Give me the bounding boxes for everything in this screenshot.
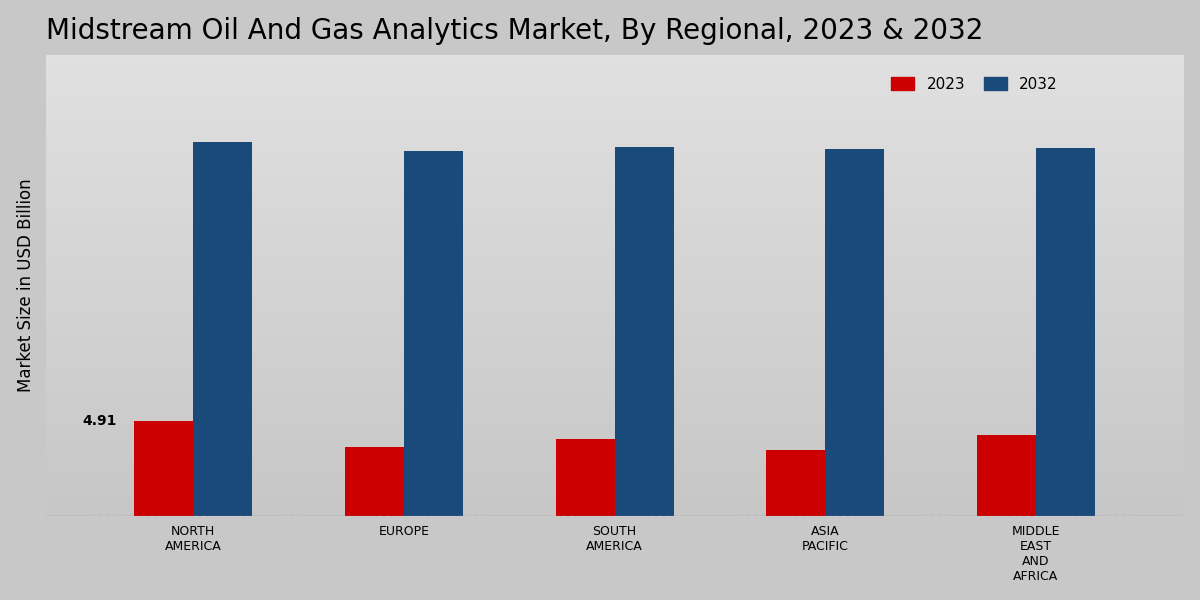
Bar — [1036, 148, 1094, 515]
Bar — [977, 435, 1036, 515]
Bar — [193, 142, 252, 515]
Bar — [767, 451, 826, 515]
Bar — [344, 446, 404, 515]
Bar — [826, 149, 884, 515]
Bar — [556, 439, 614, 515]
Text: 4.91: 4.91 — [82, 415, 116, 428]
Bar — [614, 148, 673, 515]
Bar — [134, 421, 193, 515]
Legend: 2023, 2032: 2023, 2032 — [887, 72, 1062, 97]
Bar — [404, 151, 463, 515]
Text: Midstream Oil And Gas Analytics Market, By Regional, 2023 & 2032: Midstream Oil And Gas Analytics Market, … — [46, 17, 983, 44]
Y-axis label: Market Size in USD Billion: Market Size in USD Billion — [17, 179, 35, 392]
